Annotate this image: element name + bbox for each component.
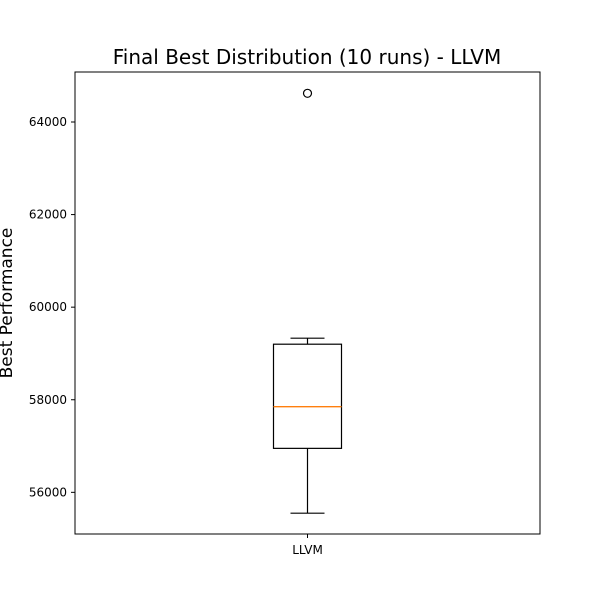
x-tick-label: LLVM xyxy=(292,543,323,557)
plot-marks xyxy=(272,88,343,514)
y-tick-label: 64000 xyxy=(29,115,67,129)
chart-title: Final Best Distribution (10 runs) - LLVM xyxy=(113,45,502,69)
x-axis: LLVM xyxy=(292,534,323,557)
interquartile-box xyxy=(272,343,343,449)
y-tick-label: 62000 xyxy=(29,208,67,222)
outlier-point xyxy=(302,88,313,98)
y-tick-label: 60000 xyxy=(29,300,67,314)
y-tick-label: 56000 xyxy=(29,485,67,499)
y-axis: 56000 58000 60000 62000 64000 xyxy=(29,115,75,499)
y-axis-label: Best Performance xyxy=(0,228,17,379)
plot-frame xyxy=(74,71,541,535)
y-tick-label: 58000 xyxy=(29,393,67,407)
